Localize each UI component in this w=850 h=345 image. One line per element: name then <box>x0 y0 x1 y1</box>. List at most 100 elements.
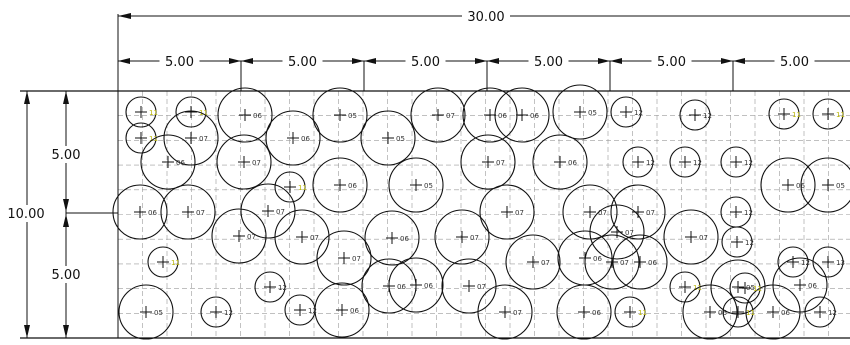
circle-outline <box>312 157 368 213</box>
circle-label: 06 <box>568 159 577 167</box>
circle-outline <box>211 208 267 264</box>
arrowhead <box>733 58 745 64</box>
arrowhead <box>352 58 364 64</box>
circle-marker: 05 <box>388 157 444 213</box>
circle-label: 07 <box>199 135 208 143</box>
circle-marker: 11 <box>768 98 801 130</box>
circle-outline <box>140 134 196 190</box>
circle-outline <box>800 157 850 213</box>
circle-marker: 11 <box>669 271 702 303</box>
arrowhead <box>610 58 622 64</box>
circle-marker: 06 <box>388 257 444 313</box>
circle-marker: 06 <box>532 134 588 190</box>
circle-layer: 11 11 06 06 05 05 07 06 06 05 12 12 11 11 11 07 06 07 06 07… <box>112 84 850 340</box>
circle-marker: 06 <box>556 284 612 340</box>
circle-marker: 12 <box>610 96 643 128</box>
upper-height-label: 5.00 <box>52 148 81 163</box>
circle-outline <box>479 184 535 240</box>
circle-label: 12 <box>634 109 643 117</box>
circle-outline <box>163 110 219 166</box>
circle-marker: 12 <box>254 271 287 303</box>
circle-label: 07 <box>625 229 634 237</box>
circle-label: 13 <box>836 259 845 267</box>
circle-label: 11 <box>746 309 755 317</box>
segment-width-label: 5.00 <box>780 55 809 70</box>
circle-marker: 05 <box>360 110 416 166</box>
circle-marker: 07 <box>441 258 497 314</box>
segment-width-label: 5.00 <box>165 55 194 70</box>
circle-label: 05 <box>424 182 433 190</box>
circle-outline <box>316 230 372 286</box>
circle-outline <box>494 87 550 143</box>
circle-marker: 12 <box>721 226 754 258</box>
circle-marker: 07 <box>562 184 618 240</box>
circle-outline <box>274 171 306 203</box>
segment-width-label: 5.00 <box>288 55 317 70</box>
circle-outline <box>772 257 828 313</box>
circle-outline <box>360 110 416 166</box>
circle-label: 07 <box>513 309 522 317</box>
arrowhead <box>598 58 610 64</box>
arrowhead <box>475 58 487 64</box>
circle-outline <box>314 282 370 338</box>
circle-outline <box>729 272 761 304</box>
circle-outline <box>663 209 719 265</box>
circle-label: 12 <box>745 239 754 247</box>
circle-outline <box>388 257 444 313</box>
arrowhead <box>118 58 130 64</box>
dimension-lines: 30.00 5.00 5.00 5.00 5.00 5.00 5.00 10.00 5.0… <box>6 8 850 338</box>
circle-marker: 12 <box>720 146 753 178</box>
circle-marker: 11 <box>722 296 755 328</box>
overall-width-label: 30.00 <box>467 10 504 25</box>
circle-marker: 06 <box>265 110 321 166</box>
circle-label: 07 <box>252 159 261 167</box>
circle-outline <box>589 204 645 260</box>
circle-outline <box>265 110 321 166</box>
circle-marker: 12 <box>622 146 655 178</box>
circle-label: 12 <box>703 112 712 120</box>
circle-marker: 13 <box>812 246 845 278</box>
circle-label: 07 <box>477 283 486 291</box>
circle-outline <box>532 134 588 190</box>
circle-label: 12 <box>744 159 753 167</box>
circle-outline <box>312 87 368 143</box>
circle-outline <box>434 209 490 265</box>
circle-marker: 06 <box>494 87 550 143</box>
circle-label: 12 <box>828 309 837 317</box>
circle-label: 12 <box>801 259 810 267</box>
circle-marker: 07 <box>316 230 372 286</box>
circle-marker: 07 <box>216 134 272 190</box>
arrowhead <box>721 58 733 64</box>
circle-label: 07 <box>598 209 607 217</box>
circle-marker: 07 <box>610 184 666 240</box>
circle-label: 11 <box>149 109 158 117</box>
circle-label: 05 <box>154 309 163 317</box>
circle-outline <box>812 98 844 130</box>
circle-outline <box>584 234 640 290</box>
circle-outline <box>477 284 533 340</box>
circle-outline <box>460 134 516 190</box>
circle-label: 07 <box>352 255 361 263</box>
circle-marker: 12 <box>777 246 810 278</box>
circle-marker: 07 <box>460 134 516 190</box>
circle-label: 06 <box>498 112 507 120</box>
circle-marker: 05 <box>800 157 850 213</box>
circle-marker: 07 <box>505 234 561 290</box>
lower-height-label: 5.00 <box>52 268 81 283</box>
circle-label: 12 <box>744 209 753 217</box>
label-bg <box>282 53 323 69</box>
circle-marker: 12 <box>679 99 712 131</box>
circle-label: 12 <box>693 159 702 167</box>
circle-label: 07 <box>446 112 455 120</box>
circle-label: 06 <box>530 112 539 120</box>
circle-outline <box>254 271 286 303</box>
circle-label: 11 <box>638 309 647 317</box>
circle-label: 11 <box>199 109 208 117</box>
circle-marker: 11 <box>274 171 307 203</box>
circle-outline <box>217 87 273 143</box>
circle-outline <box>118 284 174 340</box>
circle-label: 07 <box>699 234 708 242</box>
circle-marker: 06 <box>364 210 420 266</box>
circle-marker: 07 <box>410 87 466 143</box>
circle-label: 11 <box>792 111 801 119</box>
